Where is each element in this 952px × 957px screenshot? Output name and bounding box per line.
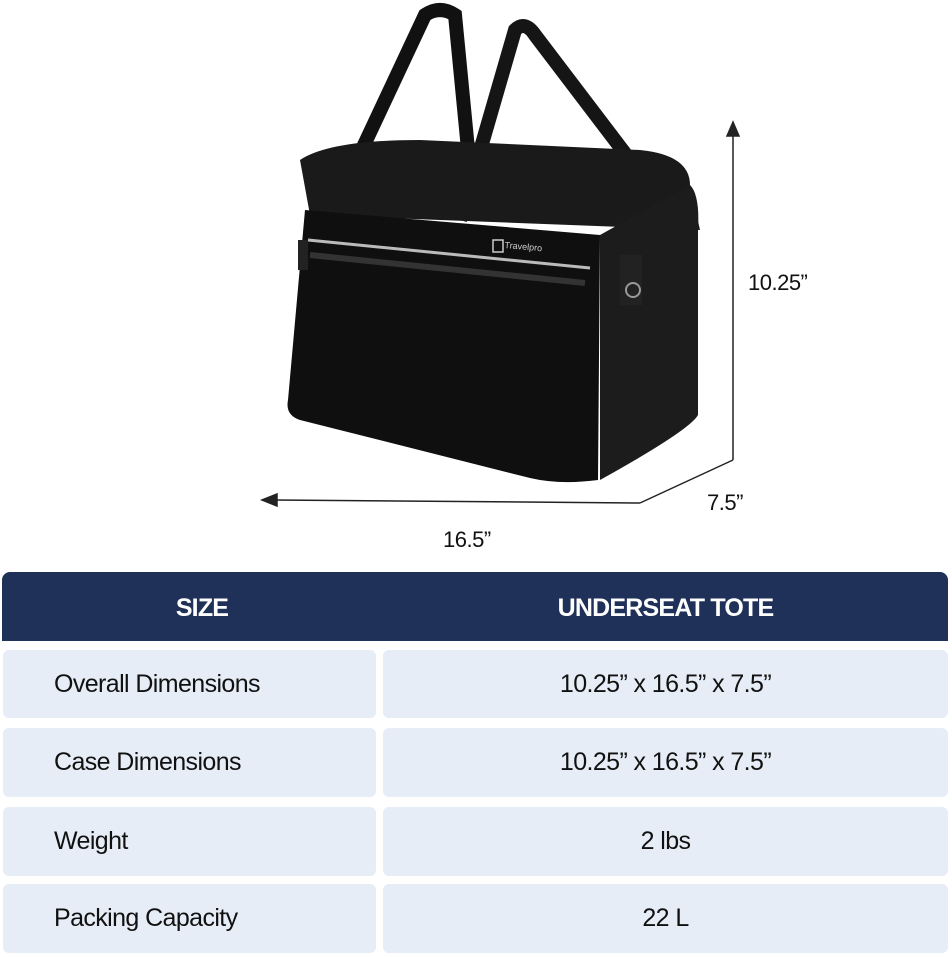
row-label: Packing Capacity xyxy=(3,884,376,953)
header-size: SIZE xyxy=(175,594,229,622)
product-image xyxy=(259,3,741,508)
dimension-arrows xyxy=(259,120,741,508)
width-label: 16.5” xyxy=(443,527,491,552)
row-label: Overall Dimensions xyxy=(3,650,376,718)
header-product: UNDERSEAT TOTE xyxy=(557,594,774,622)
row-label: Case Dimensions xyxy=(3,728,376,797)
table-header: SIZE UNDERSEAT TOTE xyxy=(2,572,948,641)
row-label: Weight xyxy=(3,807,376,876)
row-value: 10.25” x 16.5” x 7.5” xyxy=(383,728,948,797)
row-value: 10.25” x 16.5” x 7.5” xyxy=(383,650,948,718)
brand-logo-icon xyxy=(492,239,504,253)
bag-illustration xyxy=(287,3,700,483)
row-value: 22 L xyxy=(383,884,948,953)
height-label: 10.25” xyxy=(748,270,808,295)
depth-label: 7.5” xyxy=(707,490,743,515)
row-value: 2 lbs xyxy=(383,807,948,876)
